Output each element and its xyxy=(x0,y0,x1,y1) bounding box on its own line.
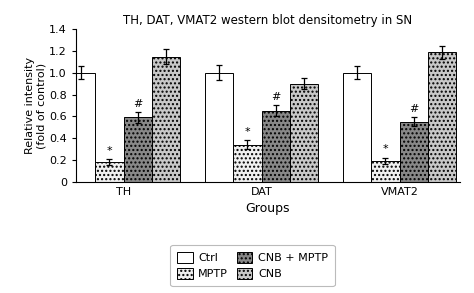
Bar xyxy=(262,111,290,182)
Bar xyxy=(343,73,371,182)
Bar xyxy=(428,52,456,182)
Bar xyxy=(205,73,233,182)
X-axis label: Groups: Groups xyxy=(246,202,290,215)
Title: TH, DAT, VMAT2 western blot densitometry in SN: TH, DAT, VMAT2 western blot densitometry… xyxy=(123,14,412,27)
Bar xyxy=(371,161,400,182)
Text: #: # xyxy=(271,92,281,102)
Text: *: * xyxy=(383,144,388,154)
Text: *: * xyxy=(245,127,250,137)
Bar xyxy=(152,57,180,182)
Bar xyxy=(95,162,124,182)
Y-axis label: Relative intensity
(fold of control): Relative intensity (fold of control) xyxy=(25,57,46,154)
Legend: Ctrl, MPTP, CNB + MPTP, CNB: Ctrl, MPTP, CNB + MPTP, CNB xyxy=(170,245,335,286)
Bar xyxy=(124,117,152,182)
Bar xyxy=(233,145,262,182)
Text: *: * xyxy=(107,146,112,156)
Text: #: # xyxy=(409,104,419,114)
Bar xyxy=(67,73,95,182)
Bar xyxy=(290,84,318,182)
Bar xyxy=(400,122,428,182)
Text: #: # xyxy=(133,99,143,109)
